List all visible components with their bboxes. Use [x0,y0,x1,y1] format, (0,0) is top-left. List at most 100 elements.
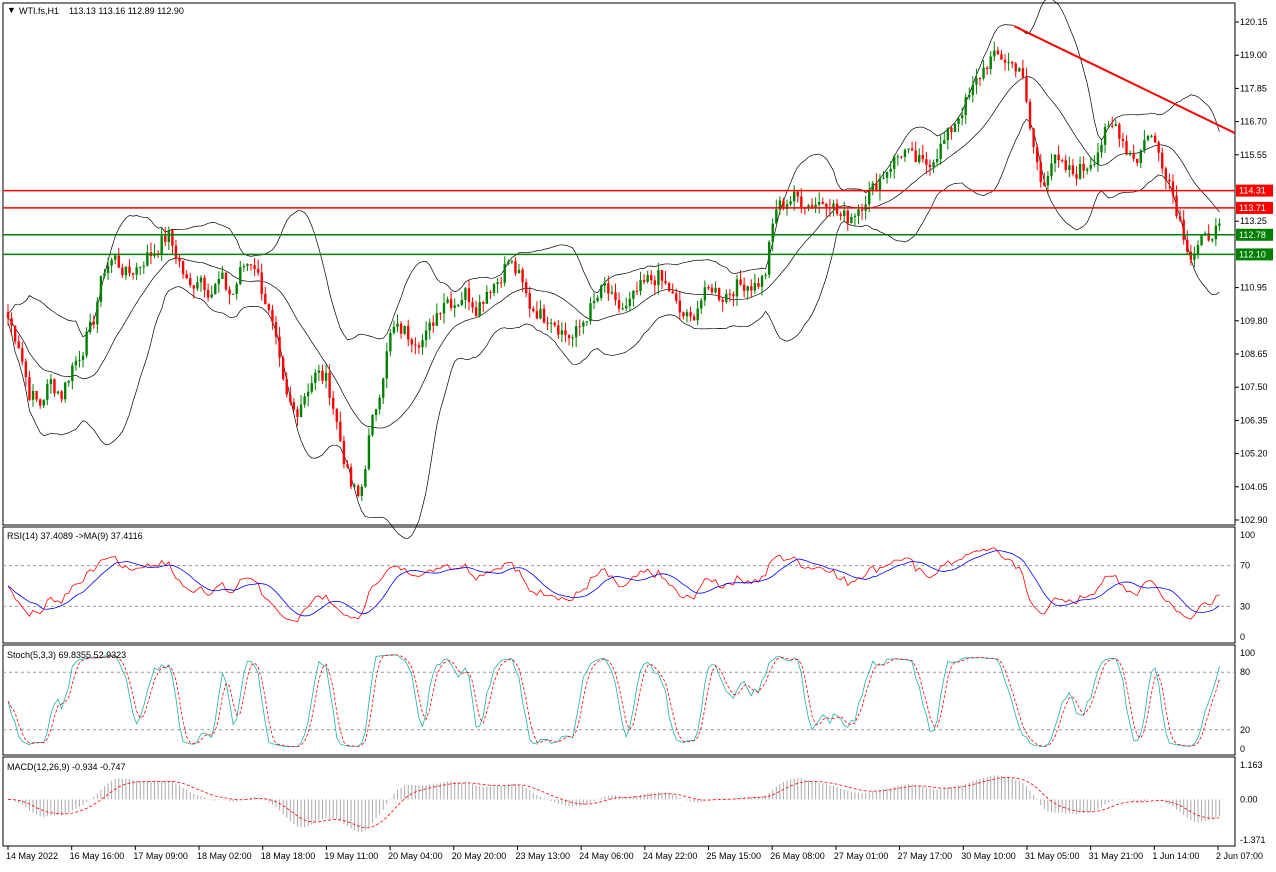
candle-body [850,216,853,224]
hline-tag-112.78 [1236,228,1273,241]
candle-body [682,312,685,317]
candle-body [943,140,946,144]
candle-body [378,397,381,410]
candle-body [449,299,453,308]
pane-frame-0 [2,2,1236,526]
candle-body [935,158,939,163]
candle-body [610,292,614,294]
candle-body [1028,101,1032,129]
candle-body [181,261,185,275]
candle-body [993,50,996,57]
candle-body [546,322,549,324]
candle-body [1114,124,1117,127]
candle-body [124,266,128,276]
hline-tag-114.31 [1236,184,1273,197]
candle-body [703,287,707,301]
candle-body [474,307,478,316]
candle-body [453,305,456,308]
candle-body [281,357,285,380]
candle-body [664,280,667,284]
candle-body [957,118,960,124]
candle-body [621,308,624,310]
macd-signal-line [7,777,1220,829]
candle-body [392,326,396,334]
candle-body [85,331,88,356]
candle-body [871,183,874,191]
candle-body [38,399,42,406]
candle-body [131,273,135,275]
candle-body [528,293,531,309]
candle-body [71,365,74,382]
candle-body [950,127,953,132]
price-tick-label: 119.00 [1240,50,1267,60]
price-tick-label: 104.05 [1240,482,1268,492]
macd-tick-label: 0.00 [1240,794,1258,804]
candle-body [796,191,799,197]
time-label: 25 May 15:00 [707,851,762,861]
candle-body [739,279,742,285]
candle-body [517,269,521,274]
symbol-title: WTI.fs,H1 [19,6,59,16]
candle-body [178,258,181,262]
candle-body [81,355,85,360]
candle-body [767,241,771,275]
stoch-signal-line [7,654,1220,748]
candle-body [328,372,331,398]
time-label: 27 May 17:00 [898,851,953,861]
time-label: 24 May 22:00 [643,851,698,861]
candle-body [1089,164,1092,169]
candle-body [821,201,824,204]
candle-body [499,282,503,284]
candle-body [535,311,539,319]
candle-body [1003,59,1007,63]
time-label: 26 May 08:00 [770,851,825,861]
candle-body [371,414,374,436]
candle-body [103,273,106,277]
macd-tick-label: 1.163 [1240,760,1263,770]
candle-body [800,196,803,208]
candle-body [910,148,914,151]
candle-body [746,286,749,291]
candle-body [264,293,267,305]
candle-body [224,272,228,290]
candle-body [1039,162,1042,183]
candle-body [982,67,985,79]
price-tick-label: 106.35 [1240,415,1268,425]
macd-label: MACD(12,26,9) -0.934 -0.747 [7,762,126,772]
candle-body [714,287,717,293]
candle-body [342,440,346,464]
candle-body [742,284,746,291]
candle-body [707,287,710,289]
candle-body [667,283,671,292]
candle-body [549,322,553,324]
candle-body [292,402,296,410]
candle-body [1068,165,1071,171]
time-label: 20 May 20:00 [452,851,507,861]
candle-body [1186,239,1189,252]
candle-body [567,335,571,339]
candle-body [889,168,892,172]
candle-body [735,279,739,297]
dropdown-triangle-icon[interactable]: ▼ [7,5,16,15]
candle-body [1014,63,1017,72]
candle-body [1200,235,1203,246]
candle-body [1157,142,1160,153]
candle-body [814,204,817,209]
candle-body [385,351,388,379]
candle-body [1021,68,1025,78]
candle-body [946,127,950,141]
candle-body [792,191,796,202]
time-label: 24 May 06:00 [579,851,634,861]
candle-body [249,264,253,266]
candle-body [339,421,342,441]
candle-body [617,300,621,309]
candle-body [1000,54,1003,60]
candle-body [353,485,356,487]
candle-body [771,223,774,242]
candle-body [1010,61,1014,64]
pane-frame-3 [2,756,1236,847]
candle-body [496,282,499,285]
candle-body [403,326,406,334]
candle-body [775,209,778,224]
candle-body [585,321,589,323]
